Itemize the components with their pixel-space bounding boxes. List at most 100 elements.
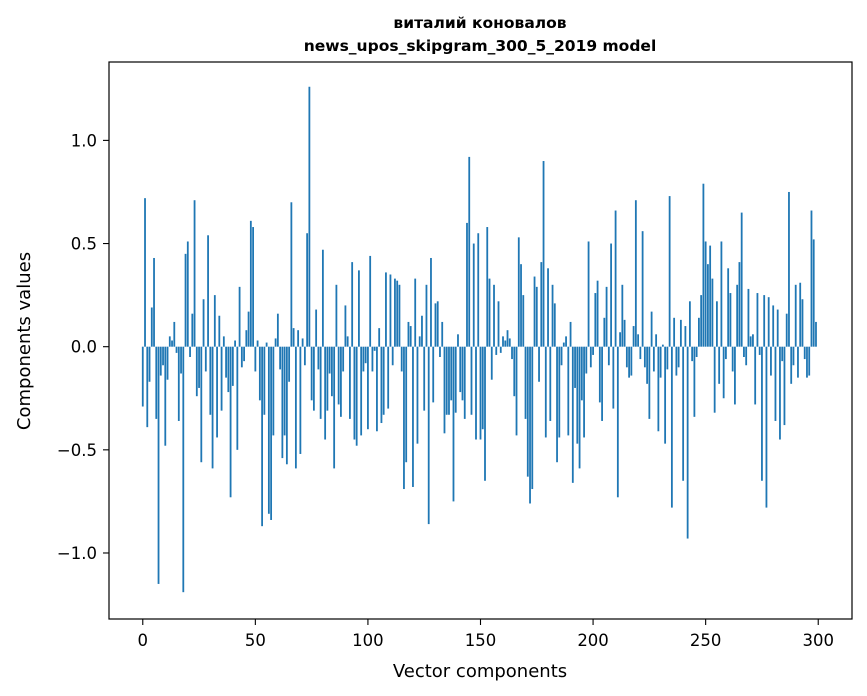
bar-254 — [713, 346, 716, 413]
bar-125 — [423, 346, 426, 411]
bar-50 — [254, 346, 257, 372]
x-tick-label: 150 — [465, 631, 497, 650]
bar-74 — [308, 86, 311, 347]
bar-45 — [243, 346, 245, 362]
bar-284 — [781, 346, 784, 362]
bar-189 — [567, 346, 570, 436]
bar-140 — [457, 334, 459, 347]
bar-58 — [272, 346, 275, 436]
bar-211 — [616, 346, 619, 498]
bar-35 — [220, 346, 223, 411]
bar-279 — [770, 346, 772, 376]
bar-258 — [722, 346, 725, 399]
bar-219 — [634, 200, 637, 347]
bar-96 — [358, 270, 360, 347]
bar-185 — [558, 346, 561, 438]
bar-175 — [535, 286, 538, 347]
bar-287 — [788, 191, 790, 347]
bar-98 — [362, 346, 365, 372]
bar-226 — [650, 311, 653, 347]
bar-26 — [200, 346, 203, 463]
bar-138 — [452, 346, 455, 502]
bar-12 — [168, 336, 171, 347]
bar-244 — [691, 346, 694, 362]
bar-205 — [603, 317, 606, 347]
bar-199 — [589, 346, 592, 368]
bar-133 — [441, 321, 444, 347]
bar-70 — [299, 346, 302, 454]
bar-5 — [153, 257, 155, 347]
bar-202 — [596, 280, 599, 347]
bar-134 — [443, 346, 446, 434]
bar-180 — [547, 268, 549, 347]
bar-41 — [234, 340, 236, 347]
bar-267 — [743, 346, 745, 357]
bar-186 — [560, 346, 563, 366]
bar-16 — [177, 346, 180, 421]
y-axis-label: Components values — [14, 252, 35, 430]
bar-222 — [641, 231, 644, 347]
bar-90 — [344, 305, 347, 347]
bar-113 — [396, 280, 399, 347]
bar-158 — [497, 301, 500, 347]
bar-132 — [439, 346, 441, 357]
bar-296 — [808, 346, 811, 376]
bar-288 — [790, 346, 793, 384]
bar-66 — [290, 202, 293, 347]
bar-68 — [294, 346, 297, 469]
bar-103 — [373, 346, 376, 351]
bar-221 — [639, 346, 642, 360]
bar-67 — [292, 328, 295, 347]
bar-246 — [695, 346, 698, 357]
bar-128 — [430, 257, 432, 347]
bar-240 — [682, 346, 685, 481]
bar-293 — [801, 299, 804, 347]
bar-153 — [486, 227, 489, 347]
bar-148 — [475, 346, 477, 440]
bar-234 — [668, 196, 671, 347]
bar-263 — [734, 346, 736, 405]
bar-171 — [526, 346, 529, 477]
y-tick-label: −1.0 — [57, 544, 97, 563]
bar-275 — [761, 346, 763, 481]
bar-80 — [321, 249, 324, 347]
x-tick-label: 300 — [802, 631, 834, 650]
bar-218 — [632, 326, 635, 347]
bar-54 — [263, 346, 266, 415]
bar-60 — [276, 313, 279, 347]
bar-30 — [209, 346, 212, 415]
bar-111 — [391, 346, 394, 366]
bar-249 — [702, 183, 705, 347]
bar-156 — [493, 284, 495, 347]
bar-89 — [342, 346, 345, 372]
bar-39 — [229, 346, 232, 498]
bar-37 — [225, 346, 227, 378]
bar-83 — [328, 346, 331, 374]
bar-119 — [409, 326, 412, 347]
bar-227 — [652, 346, 655, 372]
bar-57 — [270, 346, 273, 520]
bar-104 — [376, 346, 378, 432]
bar-257 — [720, 241, 723, 347]
bar-48 — [249, 220, 252, 347]
bar-107 — [382, 346, 385, 415]
bar-159 — [499, 346, 502, 353]
bar-298 — [812, 239, 815, 347]
bar-8 — [159, 346, 162, 376]
bar-236 — [673, 317, 676, 347]
x-axis-ticks: 0 50 100 150 200 250 300 — [138, 619, 834, 650]
bar-40 — [231, 346, 234, 386]
bar-260 — [727, 268, 730, 347]
bar-229 — [657, 346, 660, 432]
bar-14 — [173, 321, 176, 347]
bar-289 — [792, 346, 795, 366]
bar-252 — [709, 245, 712, 347]
bar-88 — [340, 346, 342, 417]
bar-141 — [459, 346, 462, 393]
bar-208 — [610, 243, 612, 347]
bar-25 — [198, 346, 200, 388]
bar-2 — [146, 346, 149, 428]
bar-95 — [355, 346, 358, 446]
bar-292 — [799, 282, 802, 347]
